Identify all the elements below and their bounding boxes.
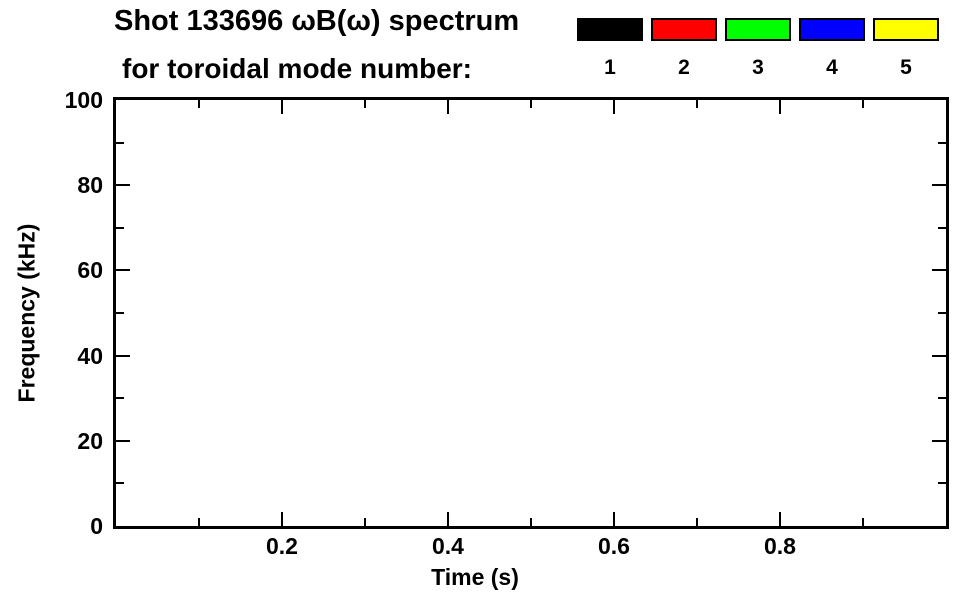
y-tick-label: 0 <box>90 513 103 539</box>
tick-mark <box>447 512 449 526</box>
chart-title: Shot 133696 ωB(ω) spectrum <box>114 5 520 37</box>
tick-mark <box>116 312 124 314</box>
y-tick-label: 100 <box>64 87 103 113</box>
tick-mark <box>116 269 130 272</box>
tick-mark <box>938 312 946 314</box>
legend-swatch-mode-3 <box>725 18 791 41</box>
legend-label-mode-1: 1 <box>604 56 616 79</box>
tick-mark <box>696 518 698 526</box>
x-tick-label: 0.4 <box>432 533 464 559</box>
legend-swatch-mode-4 <box>799 18 865 41</box>
tick-mark <box>862 518 864 526</box>
x-axis-title: Time (s) <box>431 564 519 590</box>
tick-mark <box>932 269 946 272</box>
legend-swatch-mode-1 <box>577 18 643 41</box>
legend-swatch-mode-2 <box>651 18 717 41</box>
tick-mark <box>198 100 200 108</box>
tick-mark <box>932 439 946 442</box>
tick-mark <box>116 439 130 442</box>
tick-mark <box>779 100 781 114</box>
tick-mark <box>530 518 532 526</box>
tick-mark <box>116 226 124 229</box>
tick-mark <box>281 512 283 526</box>
tick-mark <box>613 512 615 526</box>
tick-mark <box>862 100 864 108</box>
y-tick-label: 60 <box>77 257 103 284</box>
plot-area <box>113 97 949 529</box>
y-tick-label: 20 <box>77 427 103 454</box>
legend-labels: 1 2 3 4 5 <box>577 56 939 80</box>
tick-mark <box>447 100 449 114</box>
tick-mark <box>281 100 283 114</box>
tick-mark <box>116 354 130 357</box>
tick-mark <box>779 512 781 526</box>
y-tick-label: 40 <box>77 342 103 369</box>
tick-mark <box>938 397 946 400</box>
tick-mark <box>938 226 946 229</box>
tick-mark <box>613 100 615 114</box>
tick-mark <box>932 354 946 357</box>
chart-subtitle: for toroidal mode number: <box>122 53 472 84</box>
tick-mark <box>116 397 124 400</box>
tick-mark <box>932 184 946 187</box>
legend-label-mode-4: 4 <box>826 56 838 79</box>
tick-mark <box>116 482 124 485</box>
tick-mark <box>116 141 124 144</box>
y-tick-label: 80 <box>77 172 103 199</box>
x-tick-label: 0.8 <box>764 533 796 559</box>
legend-label-mode-2: 2 <box>678 56 690 79</box>
tick-mark <box>696 100 698 108</box>
tick-mark <box>364 100 366 108</box>
tick-mark <box>530 100 532 108</box>
x-tick-label: 0.6 <box>598 533 630 559</box>
tick-mark <box>938 482 946 485</box>
tick-mark <box>938 141 946 144</box>
tick-mark <box>364 518 366 526</box>
tick-mark <box>198 518 200 526</box>
tick-mark <box>116 184 130 187</box>
legend-label-mode-3: 3 <box>752 56 764 79</box>
legend-swatches <box>577 18 939 41</box>
x-tick-label: 0.2 <box>266 533 298 559</box>
legend-swatch-mode-5 <box>873 18 939 41</box>
legend-label-mode-5: 5 <box>900 56 912 79</box>
y-axis-title: Frequency (kHz) <box>13 223 40 403</box>
